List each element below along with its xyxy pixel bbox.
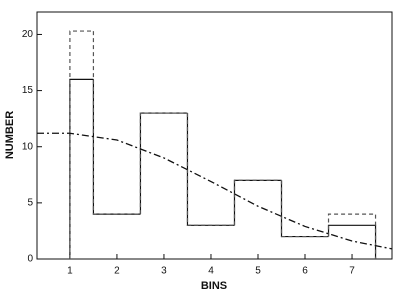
histogram-bin [139, 112, 188, 215]
y-tick-label: 15 [22, 85, 34, 96]
y-tick-label: 10 [22, 141, 34, 152]
x-tick-label: 1 [67, 266, 73, 277]
histogram-bin [186, 113, 235, 226]
plot-frame [36, 11, 393, 260]
histogram-bin [327, 224, 377, 259]
y-tick-label: 20 [22, 29, 34, 40]
histogram-bin [233, 179, 282, 226]
histogram-bin [92, 31, 141, 215]
histogram-bin [139, 112, 188, 215]
histogram-bin [92, 79, 141, 215]
histogram-bin [233, 179, 282, 226]
x-tick-label: 6 [302, 266, 308, 277]
y-tick-label: 0 [27, 254, 33, 265]
fit-curve [37, 132, 393, 250]
histogram-bin [327, 213, 377, 259]
histogram-bin [186, 113, 235, 226]
y-axis-label: NUMBER [4, 111, 16, 159]
x-tick-label: 2 [114, 266, 120, 277]
histogram-bin [69, 30, 94, 259]
histogram-bin [69, 78, 94, 259]
x-tick-label: 3 [161, 266, 167, 277]
x-tick-label: 7 [349, 266, 355, 277]
histogram-bin [280, 180, 329, 238]
y-tick-label: 5 [27, 198, 33, 209]
x-axis-label: BINS [201, 280, 227, 292]
x-tick-label: 4 [208, 266, 214, 277]
x-tick-label: 5 [255, 266, 261, 277]
histogram-bin [280, 180, 329, 238]
